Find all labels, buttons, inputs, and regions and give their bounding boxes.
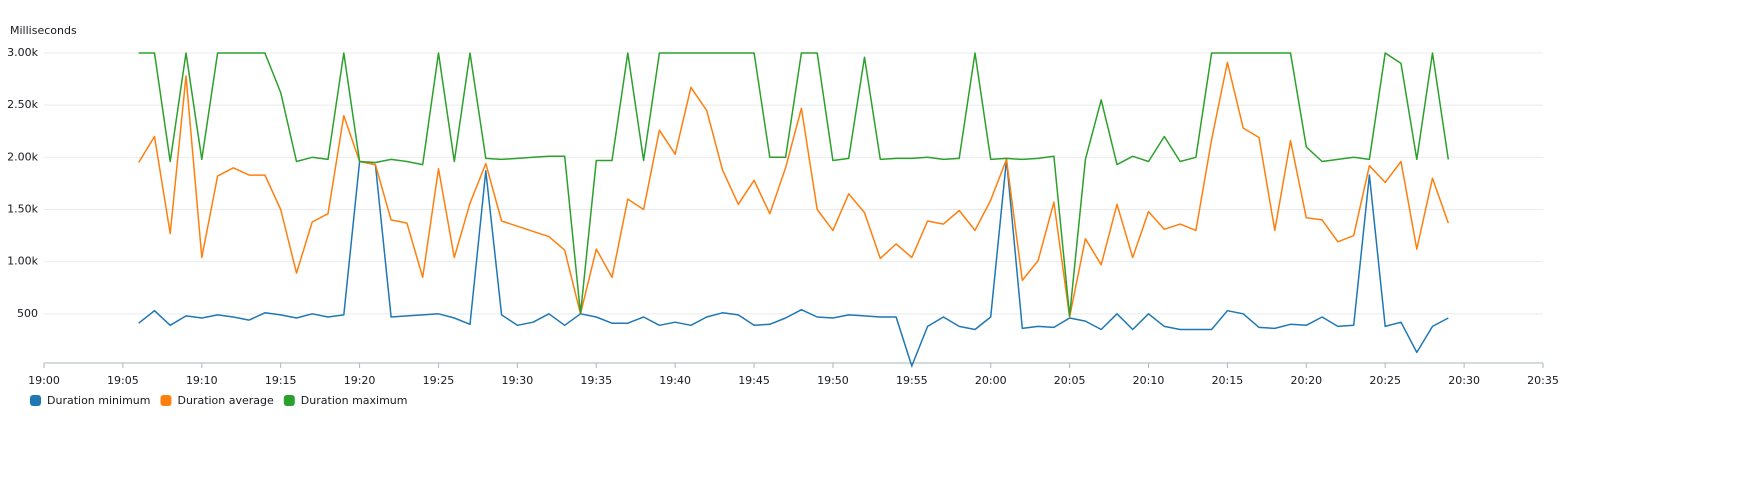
- y-tick-label: 1.50k: [7, 203, 38, 216]
- y-axis-label: Milliseconds: [10, 24, 77, 37]
- x-tick-label: 20:05: [1054, 374, 1086, 387]
- y-tick-label: 500: [17, 307, 38, 320]
- x-tick-label: 19:20: [344, 374, 376, 387]
- x-tick-label: 20:00: [975, 374, 1007, 387]
- legend-label: Duration minimum: [47, 394, 150, 407]
- series-line: [138, 52, 1450, 317]
- x-tick-label: 19:55: [896, 374, 928, 387]
- x-tick-label: 19:15: [265, 374, 297, 387]
- x-tick-label: 19:50: [817, 374, 849, 387]
- x-tick-label: 19:45: [738, 374, 770, 387]
- x-tick-label: 19:25: [423, 374, 455, 387]
- x-tick-label: 20:25: [1369, 374, 1401, 387]
- x-tick-label: 19:35: [580, 374, 612, 387]
- legend-swatch: [283, 395, 295, 406]
- x-tick-label: 19:10: [186, 374, 218, 387]
- x-tick-label: 20:20: [1290, 374, 1322, 387]
- legend-label: Duration maximum: [301, 394, 408, 407]
- x-tick-label: 20:30: [1448, 374, 1480, 387]
- x-tick-label: 19:05: [107, 374, 139, 387]
- x-tick-label: 19:40: [659, 374, 691, 387]
- x-tick-label: 19:30: [502, 374, 534, 387]
- legend-label: Duration average: [177, 394, 274, 407]
- y-tick-label: 1.00k: [7, 255, 38, 268]
- series-line: [138, 158, 1449, 367]
- y-tick-label: 2.00k: [7, 150, 38, 163]
- series-line: [138, 61, 1450, 318]
- legend-swatch: [30, 395, 41, 406]
- x-tick-label: 20:15: [1212, 374, 1244, 387]
- x-tick-label: 19:00: [28, 374, 60, 387]
- x-tick-label: 20:35: [1527, 374, 1559, 387]
- legend-swatch: [160, 395, 172, 406]
- y-tick-label: 3.00k: [7, 46, 38, 59]
- y-tick-label: 2.50k: [7, 98, 38, 111]
- x-tick-label: 20:10: [1133, 374, 1165, 387]
